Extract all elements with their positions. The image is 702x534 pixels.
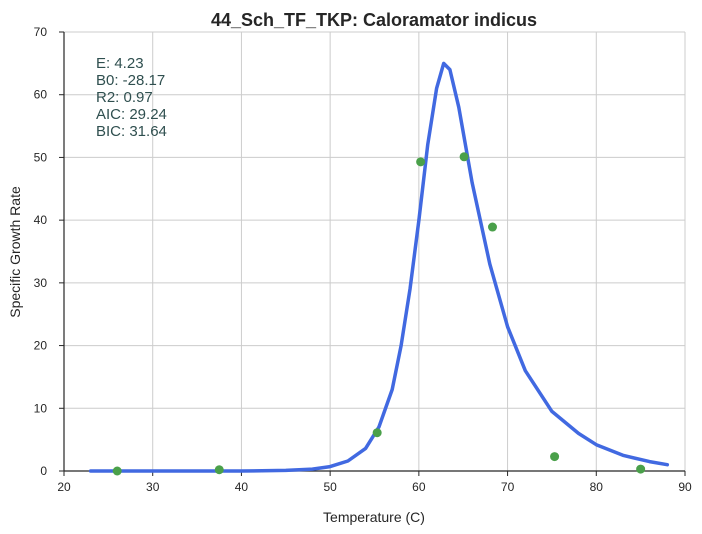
data-point bbox=[487, 222, 497, 232]
plot-area bbox=[88, 61, 670, 476]
y-axis-label: Specific Growth Rate bbox=[7, 186, 23, 318]
y-tick-label: 20 bbox=[34, 339, 48, 353]
fit-curve-line bbox=[88, 61, 670, 473]
annotation-line: B0: -28.17 bbox=[96, 72, 165, 89]
annotation-line: E: 4.23 bbox=[96, 55, 144, 72]
data-point bbox=[416, 157, 426, 167]
data-point bbox=[214, 465, 224, 475]
data-point bbox=[459, 152, 469, 162]
x-tick-label: 40 bbox=[235, 480, 249, 494]
y-tick-label: 70 bbox=[34, 25, 48, 39]
x-tick-label: 30 bbox=[146, 480, 160, 494]
annotation-line: BIC: 31.64 bbox=[96, 123, 167, 140]
y-tick-label: 60 bbox=[34, 88, 48, 102]
ticks: 20 30 40 50 60 70 80 90 0 10 20 30 40 50 60 70 bbox=[34, 25, 692, 494]
annotation-line: AIC: 29.24 bbox=[96, 106, 167, 123]
x-tick-label: 90 bbox=[678, 480, 692, 494]
data-point bbox=[112, 466, 122, 476]
data-point bbox=[372, 428, 382, 438]
data-point bbox=[550, 452, 560, 462]
y-tick-label: 30 bbox=[34, 276, 48, 290]
y-tick-label: 40 bbox=[34, 213, 48, 227]
x-tick-label: 50 bbox=[323, 480, 337, 494]
data-point bbox=[636, 464, 646, 474]
x-tick-label: 60 bbox=[412, 480, 426, 494]
annotation-line: R2: 0.97 bbox=[96, 89, 153, 106]
x-tick-label: 20 bbox=[57, 480, 71, 494]
y-tick-label: 10 bbox=[34, 401, 48, 415]
chart-title: 44_Sch_TF_TKP: Caloramator indicus bbox=[211, 10, 537, 30]
x-tick-label: 80 bbox=[590, 480, 604, 494]
y-tick-label: 50 bbox=[34, 150, 48, 164]
y-tick-label: 0 bbox=[40, 464, 47, 478]
x-axis-label: Temperature (C) bbox=[323, 509, 425, 525]
x-tick-label: 70 bbox=[501, 480, 515, 494]
